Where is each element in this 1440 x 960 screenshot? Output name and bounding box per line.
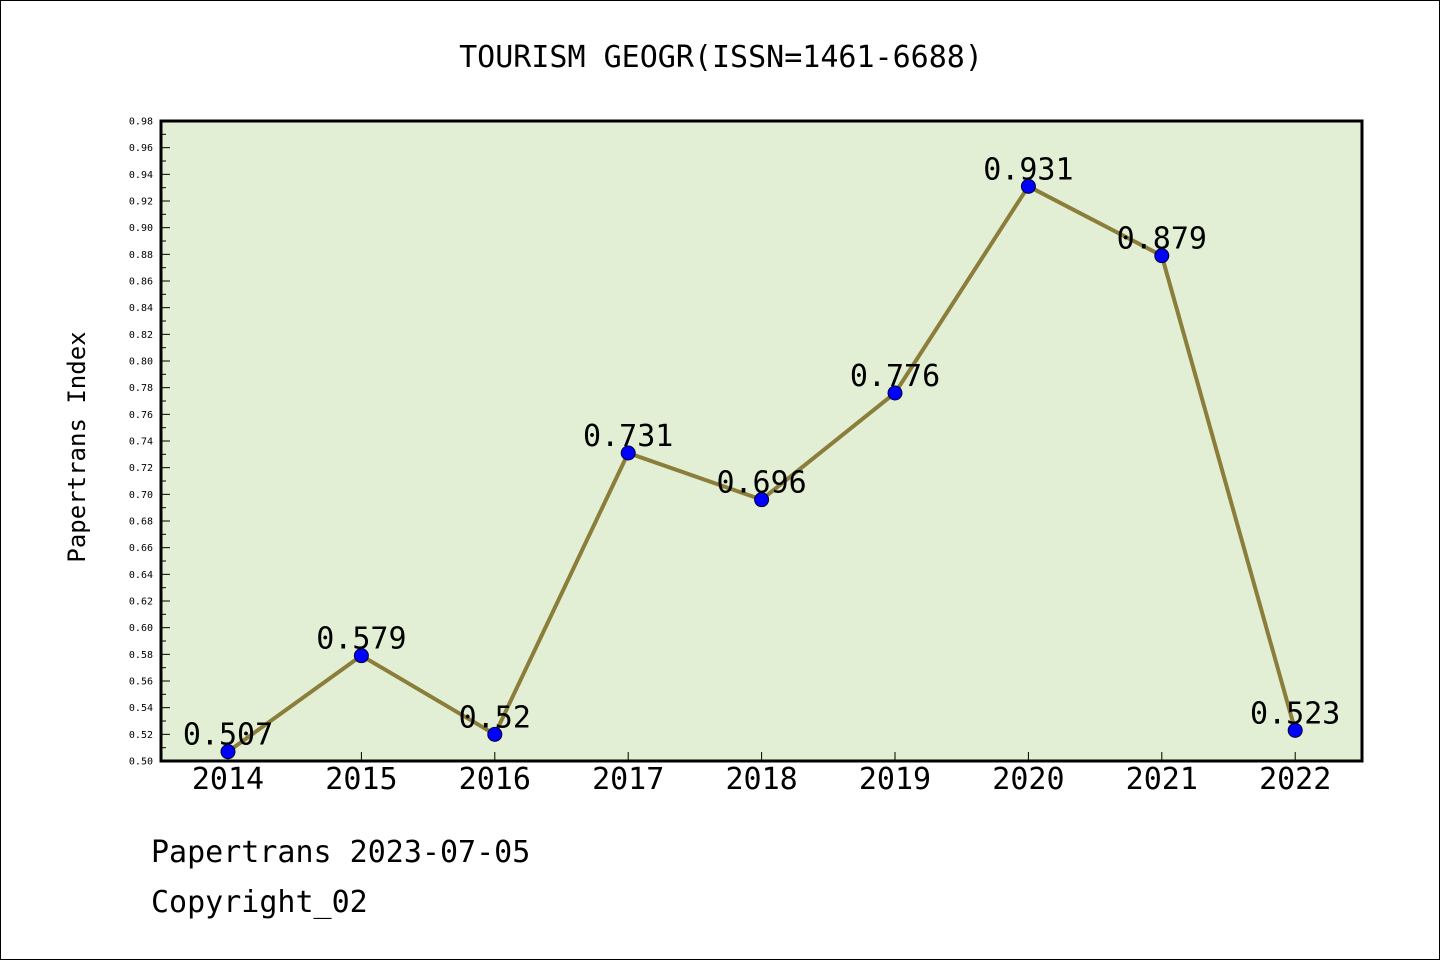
y-tick-label: 0.96	[129, 143, 153, 154]
data-point	[1287, 722, 1303, 738]
y-tick-label: 0.68	[129, 517, 153, 528]
y-tick-label: 0.64	[129, 570, 153, 581]
x-tick-label: 2021	[1126, 762, 1198, 797]
y-tick-label: 0.60	[129, 623, 153, 634]
y-tick-label: 0.90	[129, 223, 153, 234]
y-tick-label: 0.70	[129, 490, 153, 501]
x-tick-label: 2018	[725, 762, 797, 797]
footer-copyright: Copyright_02	[151, 885, 368, 920]
y-axis: 0.50 0.52 0.54 0.56 0.58 0.60 0.62 0.64 0.66 0.68…	[129, 117, 170, 768]
data-label: 0.776	[850, 359, 940, 394]
data-point	[353, 648, 369, 664]
y-tick-label: 0.74	[129, 437, 153, 448]
data-label: 0.523	[1250, 696, 1340, 731]
y-tick-label: 0.88	[129, 250, 153, 261]
data-point	[620, 445, 636, 461]
data-label: 0.879	[1117, 222, 1207, 257]
y-tick-label: 0.84	[129, 303, 153, 314]
y-axis-label: Papertrans Index	[63, 331, 91, 562]
data-point	[487, 726, 503, 742]
y-tick-label: 0.72	[129, 463, 153, 474]
x-tick-label: 2017	[592, 762, 664, 797]
data-point	[220, 744, 236, 760]
y-tick-label: 0.78	[129, 383, 153, 394]
data-label: 0.579	[316, 622, 406, 657]
footer-source: Papertrans 2023-07-05	[151, 835, 531, 870]
data-label: 0.696	[716, 466, 806, 501]
x-tick-label: 2014	[192, 762, 264, 797]
x-tick-label: 2019	[859, 762, 931, 797]
y-tick-label: 0.94	[129, 170, 153, 181]
series-layer: 0.507 0.579 0.52 0.731 0.696 0.776 0.931 0.879 0…	[183, 152, 1340, 760]
data-point	[887, 385, 903, 401]
data-label: 0.507	[183, 718, 273, 753]
data-label: 0.52	[459, 700, 531, 735]
y-tick-label: 0.62	[129, 597, 153, 608]
y-tick-label: 0.80	[129, 357, 153, 368]
y-tick-label: 0.98	[129, 117, 153, 128]
y-tick-label: 0.54	[129, 703, 153, 714]
y-tick-label: 0.58	[129, 650, 153, 661]
chart-title: TOURISM GEOGR(ISSN=1461-6688)	[459, 40, 983, 75]
y-tick-label: 0.52	[129, 730, 153, 741]
x-tick-label: 2016	[459, 762, 531, 797]
y-tick-label: 0.76	[129, 410, 153, 421]
data-point	[1020, 178, 1036, 194]
y-tick-label: 0.82	[129, 330, 153, 341]
data-label: 0.731	[583, 419, 673, 454]
plot-area	[161, 121, 1362, 761]
data-point	[754, 492, 770, 508]
y-tick-label: 0.86	[129, 277, 153, 288]
y-tick-label: 0.92	[129, 197, 153, 208]
x-tick-label: 2015	[325, 762, 397, 797]
x-tick-label: 2020	[992, 762, 1064, 797]
data-label: 0.931	[983, 152, 1073, 187]
data-point	[1154, 248, 1170, 264]
y-tick-label: 0.56	[129, 677, 153, 688]
y-tick-label: 0.50	[129, 757, 153, 768]
y-tick-label: 0.66	[129, 543, 153, 554]
x-axis: 2014 2015 2016 2017 2018 2019 2020 2021 2022	[192, 752, 1331, 797]
plot-frame	[159, 119, 1364, 763]
x-tick-label: 2022	[1259, 762, 1331, 797]
